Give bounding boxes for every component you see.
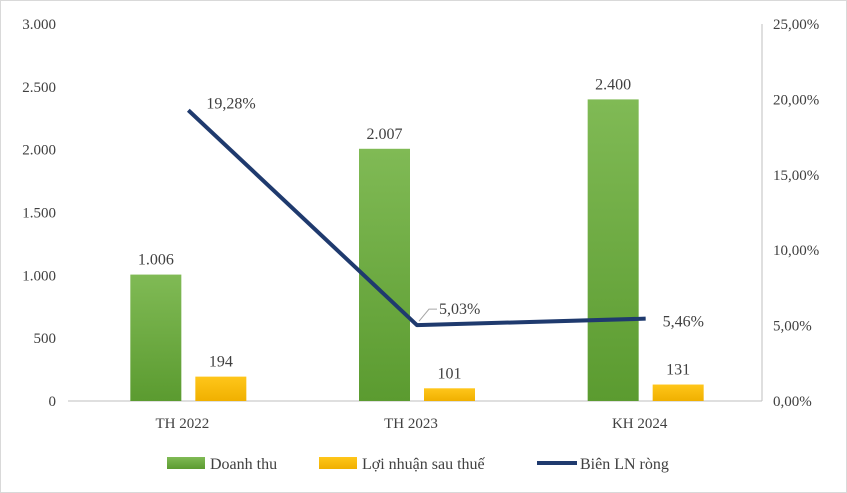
legend-swatch-loi-nhuan: [319, 457, 357, 469]
legend-label: Doanh thu: [210, 456, 277, 473]
line-bien-ln-rong: [186, 108, 646, 328]
bar-doanh-thu: [587, 99, 639, 402]
right-axis-tick-label: 20,00%: [773, 92, 819, 108]
bar-loi-nhuan: [424, 388, 475, 401]
right-axis-tick-label: 15,00%: [773, 168, 819, 184]
legend-label: Lợi nhuận sau thuế: [362, 456, 486, 473]
bar-doanh-thu: [359, 148, 410, 401]
right-axis-tick-label: 25,00%: [773, 17, 819, 33]
leader-line: [418, 308, 437, 322]
data-label: 101: [438, 365, 462, 382]
data-label: 194: [209, 354, 233, 371]
left-axis-tick-label: 0: [49, 394, 57, 410]
bar-doanh-thu: [130, 274, 182, 401]
data-label: 2.400: [595, 76, 631, 93]
right-axis-tick-label: 10,00%: [773, 243, 819, 259]
right-axis-tick-label: 0,00%: [773, 394, 812, 410]
legend-label: Biên LN ròng: [580, 456, 669, 473]
data-label: 2.007: [367, 126, 403, 143]
line-data-label: 19,28%: [206, 95, 255, 112]
left-axis-tick-label: 2.500: [22, 80, 56, 96]
data-label: 1.006: [138, 252, 174, 269]
x-axis-tick-label: TH 2022: [155, 416, 209, 432]
data-label: 131: [666, 362, 690, 379]
right-axis-tick-label: 5,00%: [773, 319, 812, 335]
x-axis-tick-label: TH 2023: [384, 416, 438, 432]
bar-loi-nhuan: [652, 384, 704, 401]
line-data-label: 5,46%: [663, 314, 704, 331]
bar-loi-nhuan: [195, 376, 247, 401]
legend-swatch-doanh-thu: [167, 457, 205, 469]
left-axis-tick-label: 1.000: [22, 268, 56, 284]
left-axis-tick-label: 500: [34, 331, 57, 347]
left-axis-tick-label: 3.000: [22, 17, 56, 33]
left-axis-tick-label: 2.000: [22, 143, 56, 159]
x-axis-tick-label: KH 2024: [612, 416, 668, 432]
line-data-label: 5,03%: [439, 301, 480, 318]
left-axis-tick-label: 1.500: [22, 206, 56, 222]
